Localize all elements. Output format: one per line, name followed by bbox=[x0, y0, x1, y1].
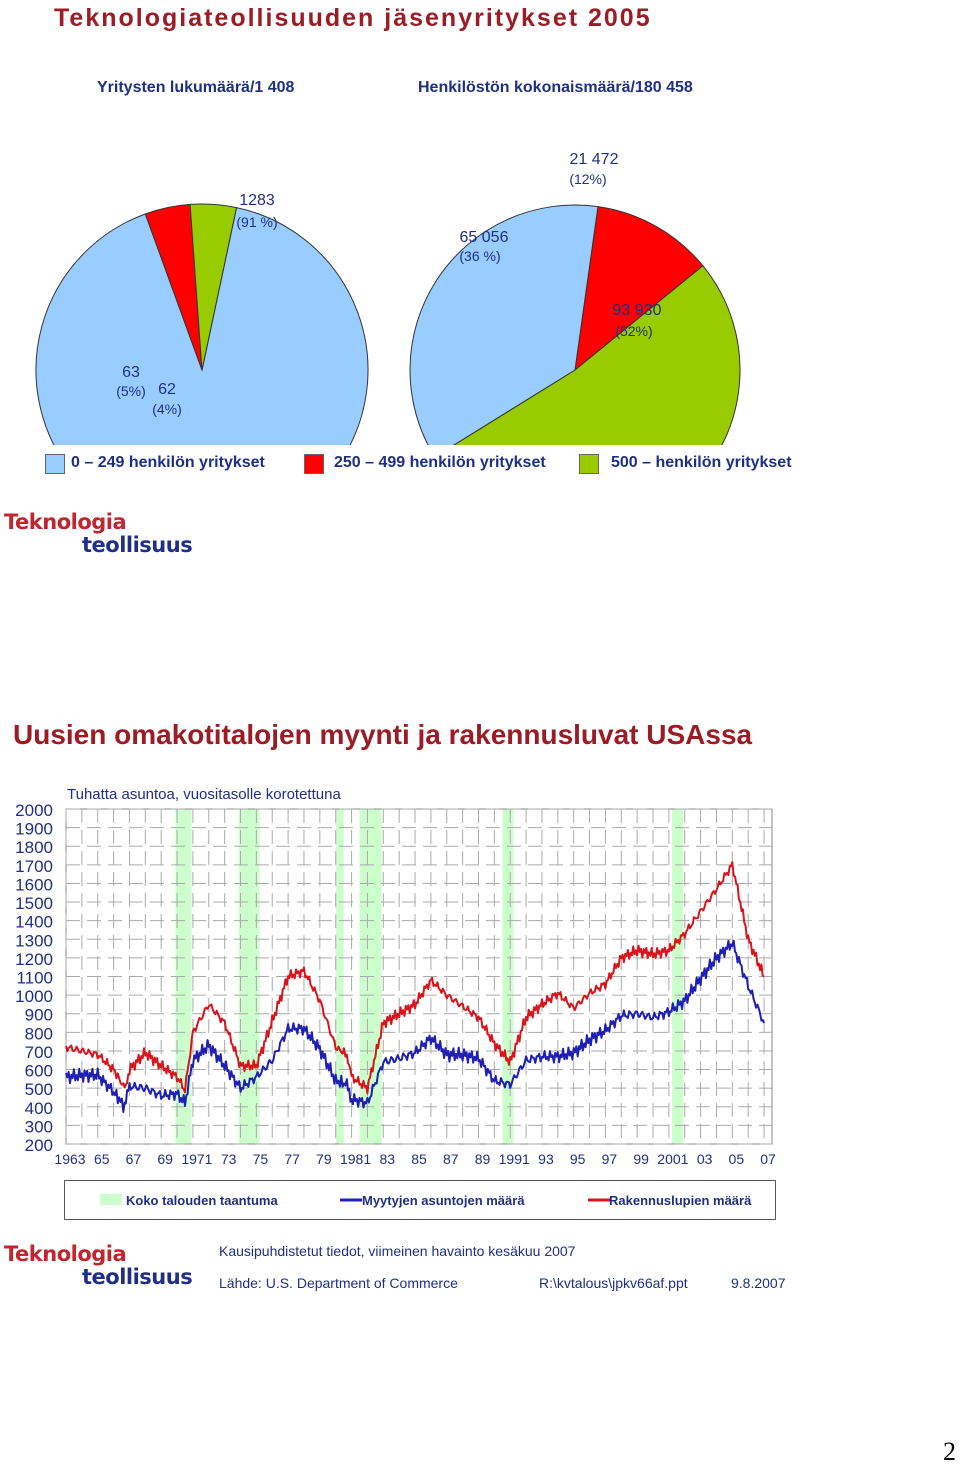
pie-legend-swatch bbox=[579, 454, 599, 474]
y-tick-label: 800 bbox=[25, 1024, 53, 1043]
pie-slice-value: 1283 bbox=[239, 192, 275, 209]
logo-line1: Teknologia bbox=[4, 1242, 127, 1266]
x-tick-label: 83 bbox=[380, 1151, 396, 1167]
x-tick-label: 07 bbox=[760, 1151, 776, 1167]
pie-slice-value: 65 056 bbox=[460, 229, 509, 246]
y-tick-label: 1400 bbox=[15, 913, 53, 932]
x-tick-label: 65 bbox=[94, 1151, 110, 1167]
page-title: Teknologiateollisuuden jäsenyritykset 20… bbox=[54, 4, 652, 32]
y-tick-label: 1600 bbox=[15, 875, 53, 894]
legend-swatch-recession bbox=[100, 1194, 122, 1205]
x-tick-label: 73 bbox=[221, 1151, 237, 1167]
x-tick-label: 79 bbox=[316, 1151, 332, 1167]
housing-chart: 2000190018001700160015001400130012001100… bbox=[15, 801, 776, 1167]
x-tick-label: 97 bbox=[602, 1151, 618, 1167]
footer-source: Lähde: U.S. Department of Commerce bbox=[219, 1275, 458, 1291]
x-tick-label: 89 bbox=[475, 1151, 491, 1167]
x-tick-label: 85 bbox=[411, 1151, 427, 1167]
x-tick-label: 03 bbox=[697, 1151, 713, 1167]
pie-legend-label: 0 – 249 henkilön yritykset bbox=[71, 454, 265, 471]
legend-label: Rakennuslupien määrä bbox=[609, 1193, 752, 1208]
pie-title-personnel: Henkilöstön kokonaismäärä/180 458 bbox=[418, 79, 693, 96]
pie-legend-label: 250 – 499 henkilön yritykset bbox=[334, 454, 546, 471]
y-tick-label: 1700 bbox=[15, 857, 53, 876]
legend-label: Myytyjen asuntojen määrä bbox=[362, 1193, 525, 1208]
pie-chart-companies bbox=[35, 203, 369, 445]
y-tick-label: 1000 bbox=[15, 987, 53, 1006]
legend-label: Koko talouden taantuma bbox=[126, 1193, 278, 1208]
pie-slice bbox=[35, 207, 369, 445]
pie-title-companies: Yritysten lukumäärä/1 408 bbox=[97, 79, 295, 96]
logo-line2: teollisuus bbox=[82, 1265, 193, 1289]
y-tick-label: 300 bbox=[25, 1117, 53, 1136]
pie-legend-swatch bbox=[304, 454, 324, 474]
x-tick-label: 93 bbox=[538, 1151, 554, 1167]
page-number: 2 bbox=[943, 1437, 956, 1466]
y-tick-label: 900 bbox=[25, 1006, 53, 1025]
x-tick-label: 1981 bbox=[340, 1151, 371, 1167]
pie-slice bbox=[574, 206, 704, 372]
pie-charts: 1283 (91 %) 62 (4%) 63 (5%) 65 056 (36 %) 21 472… bbox=[35, 151, 741, 445]
series-line-sales bbox=[65, 939, 765, 1113]
x-tick-label: 69 bbox=[157, 1151, 173, 1167]
y-tick-label: 500 bbox=[25, 1080, 53, 1099]
x-tick-label: 2001 bbox=[657, 1151, 688, 1167]
y-tick-label: 1800 bbox=[15, 838, 53, 857]
pie-slice-value: 93 930 bbox=[613, 302, 662, 319]
x-tick-label: 1971 bbox=[181, 1151, 212, 1167]
y-tick-label: 1300 bbox=[15, 931, 53, 950]
chart-subtitle: Tuhatta asuntoa, vuositasolle korotettun… bbox=[67, 786, 341, 803]
y-tick-label: 1900 bbox=[15, 820, 53, 839]
x-tick-label: 1991 bbox=[499, 1151, 530, 1167]
pie-slice-percent: (91 %) bbox=[236, 214, 277, 230]
y-tick-label: 1100 bbox=[16, 969, 53, 988]
y-tick-label: 600 bbox=[25, 1062, 53, 1081]
y-tick-label: 200 bbox=[25, 1136, 53, 1155]
pie-chart-personnel bbox=[409, 204, 741, 445]
y-tick-label: 1200 bbox=[15, 950, 53, 969]
x-tick-label: 95 bbox=[570, 1151, 586, 1167]
company-logo: Teknologia teollisuus bbox=[4, 510, 214, 560]
chart-legend: Koko talouden taantuma Myytyjen asuntojen… bbox=[64, 1180, 776, 1220]
y-tick-label: 2000 bbox=[15, 801, 53, 820]
x-tick-label: 67 bbox=[126, 1151, 142, 1167]
y-tick-label: 700 bbox=[25, 1043, 53, 1062]
logo-line2: teollisuus bbox=[82, 533, 193, 557]
pie-slice-value: 62 bbox=[158, 381, 176, 398]
pie-slice-percent: (52%) bbox=[615, 323, 652, 339]
series-line-permits bbox=[65, 861, 765, 1095]
y-tick-label: 400 bbox=[25, 1099, 53, 1118]
pie-legend-label: 500 – henkilön yritykset bbox=[611, 454, 792, 471]
logo-line1: Teknologia bbox=[4, 510, 127, 534]
x-tick-label: 05 bbox=[729, 1151, 745, 1167]
x-tick-label: 1963 bbox=[54, 1151, 85, 1167]
footer-file: R:\kvtalous\jpkv66af.ppt bbox=[539, 1275, 688, 1291]
pie-slice-value: 21 472 bbox=[570, 151, 619, 168]
pie-slice-value: 63 bbox=[122, 364, 140, 381]
pie-slice-percent: (12%) bbox=[569, 171, 606, 187]
pie-slice bbox=[409, 204, 599, 445]
x-tick-label: 75 bbox=[253, 1151, 269, 1167]
x-tick-label: 99 bbox=[633, 1151, 649, 1167]
x-tick-label: 77 bbox=[284, 1151, 300, 1167]
pie-slice-percent: (36 %) bbox=[459, 248, 500, 264]
section-title: Uusien omakotitalojen myynti ja rakennus… bbox=[13, 719, 753, 750]
pie-slice bbox=[453, 265, 741, 445]
pie-slice-percent: (5%) bbox=[116, 383, 146, 399]
y-tick-label: 1500 bbox=[15, 894, 53, 913]
company-logo-footer: Teknologia teollisuus bbox=[4, 1242, 214, 1292]
pie-slice bbox=[189, 203, 238, 371]
footer-date: 9.8.2007 bbox=[731, 1275, 786, 1291]
footer-note: Kausipuhdistetut tiedot, viimeinen havai… bbox=[219, 1243, 576, 1259]
pie-legend-swatch bbox=[45, 454, 65, 474]
pie-slice-percent: (4%) bbox=[152, 401, 182, 417]
x-tick-label: 87 bbox=[443, 1151, 459, 1167]
